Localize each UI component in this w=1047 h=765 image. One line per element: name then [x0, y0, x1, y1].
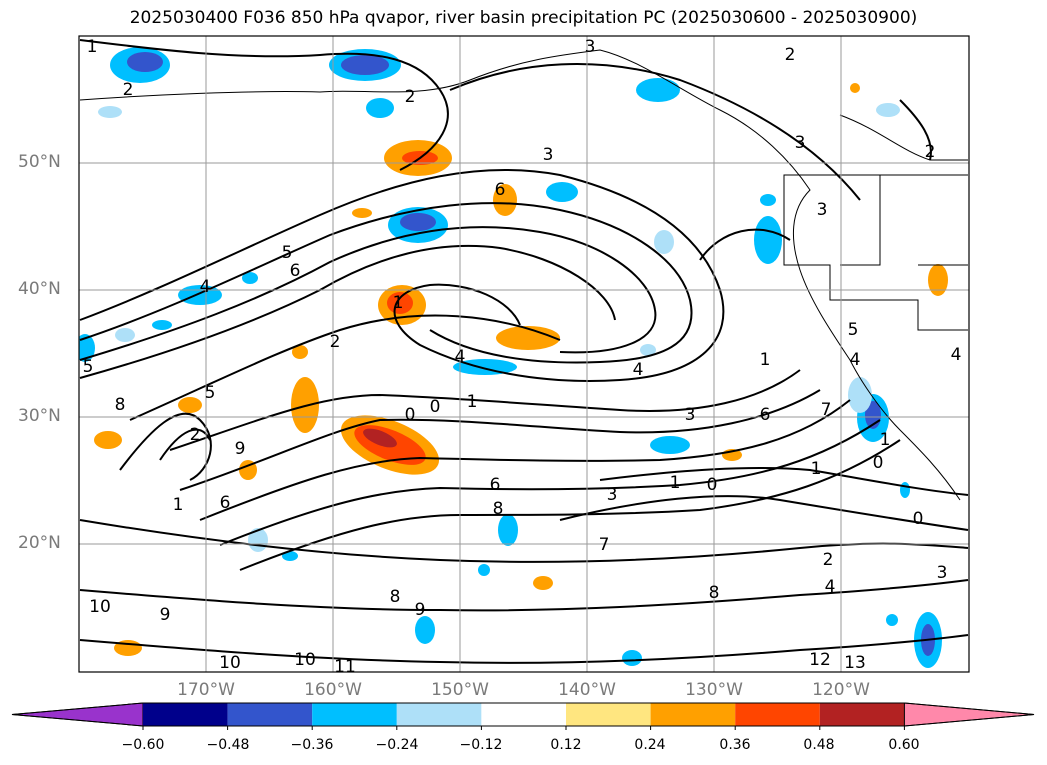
contour-label: 4 [825, 577, 836, 597]
contour-label: 6 [495, 180, 506, 200]
contour-label: 8 [390, 587, 401, 607]
contour-label: 1 [173, 495, 184, 515]
contour-label: 3 [585, 37, 596, 57]
contour-label: 9 [235, 439, 246, 459]
contour-label: 2 [785, 45, 796, 65]
lat-label-30n: 30°N [18, 406, 61, 426]
graticule [79, 36, 969, 672]
contour-label: 1 [811, 459, 822, 479]
contour-label: 4 [633, 360, 644, 380]
contour-label: 3 [685, 405, 696, 425]
contour-label: 5 [848, 320, 859, 340]
contour-label: 6 [760, 405, 771, 425]
colorbar-tick-label: −0.48 [206, 737, 250, 753]
contour-label: 12 [809, 650, 831, 670]
contour-label: 0 [405, 405, 416, 425]
colorbar-swatch [819, 703, 905, 726]
colorbar-extend-low [11, 702, 144, 727]
contour-label: 5 [282, 243, 293, 263]
colorbar-swatch [566, 703, 651, 726]
contour-label: 4 [455, 347, 466, 367]
colorbar-swatch [650, 703, 736, 726]
contour-label: 8 [493, 499, 504, 519]
colorbar-tick-label: −0.60 [121, 737, 165, 753]
lat-label-40n: 40°N [18, 279, 61, 299]
contour-label: 10 [294, 650, 316, 670]
contour-labels: 1 2 3 6 5 6 4 1 2 4 8 2 5 1 9 0 0 1 3 6 … [83, 37, 962, 677]
colorbar-swatch [143, 703, 228, 726]
contour-label: 2 [190, 425, 201, 445]
coastlines [79, 49, 968, 501]
contour-label: 3 [937, 563, 948, 583]
map-title: 2025030400 F036 850 hPa qvapor, river ba… [129, 8, 918, 28]
contour-label: 11 [334, 657, 356, 677]
lon-label-170w: 170°W [177, 680, 235, 700]
contour-label: 1 [880, 430, 891, 450]
contour-label: 1 [760, 350, 771, 370]
contour-label: 4 [850, 350, 861, 370]
lon-label-120w: 120°W [812, 680, 870, 700]
contour-label: 4 [951, 345, 962, 365]
lat-label-50n: 50°N [18, 152, 61, 172]
contour-label: 0 [913, 509, 924, 529]
contour-label: 9 [160, 605, 171, 625]
contour-label: 5 [83, 357, 94, 377]
colorbar-extend-high [903, 702, 1035, 727]
contour-label: 1 [467, 392, 478, 412]
contour-label: 3 [795, 133, 806, 153]
colorbar-swatch [481, 703, 566, 726]
contour-label: 6 [290, 261, 301, 281]
contour-label: 2 [823, 550, 834, 570]
contour-label: 8 [709, 583, 720, 603]
lon-label-160w: 160°W [304, 680, 362, 700]
contour-label: 9 [415, 600, 426, 620]
contour-label: 13 [844, 653, 866, 673]
colorbar-swatch [396, 703, 482, 726]
lon-label-130w: 130°W [685, 680, 743, 700]
contour-label: 7 [599, 535, 610, 555]
contour-label: 6 [490, 475, 501, 495]
contour-label: 1 [670, 473, 681, 493]
colorbar-swatch [312, 703, 397, 726]
contour-label: 5 [205, 383, 216, 403]
contour-label: 1 [393, 293, 404, 313]
contour-label: 0 [707, 475, 718, 495]
colorbar-tick-label: 0.36 [719, 737, 751, 753]
contour-label: 2 [123, 80, 134, 100]
map-panel: 1 2 3 6 5 6 4 1 2 4 8 2 5 1 9 0 0 1 3 6 … [79, 36, 969, 677]
colorbar-tick-label: 0.60 [888, 737, 920, 753]
colorbar-tick-label: 0.12 [550, 737, 582, 753]
colorbar-swatch [735, 703, 820, 726]
contour-label: 2 [925, 142, 936, 162]
colorbar-tick-label: 0.48 [803, 737, 835, 753]
colorbar-tick-label: −0.36 [290, 737, 334, 753]
colorbar-tick-label: −0.12 [459, 737, 503, 753]
contour-label: 0 [430, 397, 441, 417]
contour-label: 2 [330, 332, 341, 352]
colorbar [11, 702, 1035, 730]
contour-label: 10 [89, 597, 111, 617]
contour-label: 1 [87, 37, 98, 57]
contour-label: 8 [115, 395, 126, 415]
lon-label-150w: 150°W [431, 680, 489, 700]
contour-label: 10 [219, 653, 241, 673]
contour-label: 4 [200, 277, 211, 297]
contour-label: 3 [817, 200, 828, 220]
contour-label: 0 [873, 453, 884, 473]
lon-label-140w: 140°W [558, 680, 616, 700]
contour-label: 3 [543, 145, 554, 165]
contour-label: 2 [405, 87, 416, 107]
colorbar-tick-label: −0.24 [375, 737, 419, 753]
contour-label: 3 [607, 485, 618, 505]
contour-label: 7 [821, 400, 832, 420]
contour-label: 6 [220, 493, 231, 513]
colorbar-swatch [227, 703, 313, 726]
map-frame [78, 35, 970, 673]
lat-label-20n: 20°N [18, 533, 61, 553]
colorbar-tick-label: 0.24 [634, 737, 666, 753]
humidity-contours [79, 39, 969, 664]
